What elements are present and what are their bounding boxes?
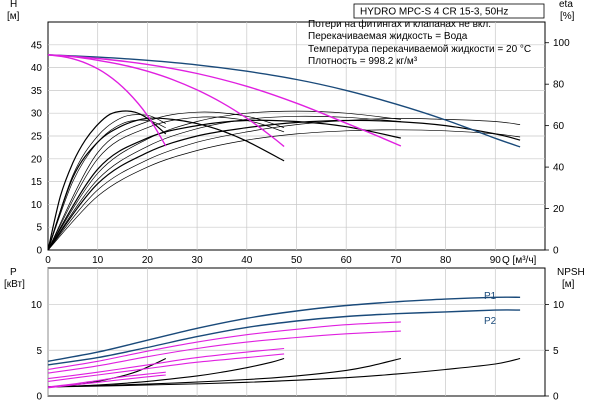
npsh-curve	[47, 357, 521, 388]
x-tick-label: 30	[192, 255, 204, 266]
chart-title: HYDRO MPC-S 4 CR 15-3, 50Hz	[360, 7, 508, 18]
eta-tick-label: 20	[553, 204, 565, 215]
x-tick-label: 70	[390, 255, 402, 266]
head-axis-unit: [м]	[7, 11, 20, 22]
power-curve	[47, 371, 166, 388]
power-axis-label: P	[10, 267, 17, 278]
head-tick-label: 25	[31, 132, 43, 143]
npsh-tick-label: 10	[553, 300, 565, 311]
note-line-4: Плотность = 998.2 кг/м³	[308, 56, 418, 67]
head-curve	[47, 54, 167, 147]
power-curve	[47, 353, 285, 382]
head-tick-label: 35	[31, 86, 43, 97]
head-curve	[47, 54, 521, 148]
efficiency-curve	[47, 111, 285, 251]
x-tick-label: 80	[440, 255, 452, 266]
power-tick-label: 0	[36, 392, 42, 400]
head-curve	[47, 54, 285, 148]
head-tick-label: 30	[31, 109, 43, 120]
efficiency-curve	[47, 119, 521, 251]
x-tick-label: 20	[142, 255, 154, 266]
power-curve	[47, 330, 401, 374]
flow-axis-label: Q [м³/ч]	[502, 255, 537, 266]
power-tick-label: 5	[36, 346, 42, 357]
efficiency-axis-tick-labels: 0 20 40 60 80 100	[545, 38, 570, 257]
power-axis-unit: [кВт]	[4, 279, 25, 290]
note-line-1: Потери на фитингах и клапанах не вкл.	[308, 18, 491, 30]
head-curves	[47, 54, 521, 148]
power-curve	[47, 374, 166, 389]
head-tick-label: 0	[36, 246, 42, 257]
note-line-2: Перекачиваемая жидкость = Вода	[308, 31, 468, 42]
efficiency-curve	[47, 118, 521, 251]
eta-tick-label: 40	[553, 163, 565, 174]
head-tick-label: 20	[31, 154, 43, 165]
head-tick-label: 45	[31, 40, 43, 51]
note-line-3: Температура перекачиваемой жидкости = 20…	[308, 44, 531, 55]
power-tick-label: 10	[31, 300, 43, 311]
eta-tick-label: 80	[553, 80, 565, 91]
efficiency-axis-unit: [%]	[560, 11, 575, 22]
chart-title-box	[353, 3, 545, 19]
efficiency-curve	[47, 129, 521, 251]
power-curves	[47, 296, 521, 389]
efficiency-curve	[47, 110, 401, 251]
efficiency-axis-label: eta	[559, 0, 573, 10]
power-curve-p1	[47, 296, 521, 362]
top-x-tick-labels: 0 10 20 30 40 50 60 70 80 90	[45, 255, 501, 266]
power-axis-tick-labels: 0 5 10	[31, 300, 43, 400]
npsh-curve	[47, 357, 285, 388]
efficiency-curve	[47, 115, 401, 251]
power-curve	[47, 321, 401, 371]
x-tick-label: 0	[45, 255, 51, 266]
series-label-p2: P2	[484, 316, 497, 327]
x-tick-label: 40	[241, 255, 253, 266]
head-curve	[47, 54, 402, 147]
head-tick-label: 10	[31, 200, 43, 211]
eta-tick-label: 0	[553, 246, 559, 257]
npsh-axis-unit: [м]	[562, 279, 575, 290]
eta-tick-label: 60	[553, 121, 565, 132]
npsh-axis-tick-labels: 0 5 10	[545, 300, 565, 400]
npsh-tick-label: 5	[553, 346, 559, 357]
series-label-p1: P1	[484, 291, 497, 302]
head-axis-tick-labels: 0 5 10 15 20 25 30 35 40 45	[31, 40, 43, 256]
npsh-curve	[47, 357, 402, 388]
efficiency-curve	[47, 119, 166, 251]
x-tick-label: 10	[92, 255, 104, 266]
head-tick-label: 15	[31, 177, 43, 188]
head-axis-label: H	[10, 0, 17, 10]
npsh-tick-label: 0	[553, 392, 559, 400]
power-curve	[47, 347, 285, 380]
head-tick-label: 40	[31, 63, 43, 74]
power-curve-p2	[47, 309, 521, 366]
eta-tick-label: 100	[553, 38, 570, 49]
top-panel-grid	[48, 22, 545, 250]
efficiency-curve	[47, 114, 166, 251]
npsh-axis-label: NPSH	[557, 267, 585, 278]
efficiency-curve	[47, 119, 402, 251]
x-tick-label: 60	[341, 255, 353, 266]
head-tick-label: 5	[36, 223, 42, 234]
x-tick-label: 50	[291, 255, 303, 266]
x-tick-label: 90	[490, 255, 502, 266]
efficiency-curve	[47, 116, 285, 251]
efficiency-curves	[47, 110, 521, 251]
